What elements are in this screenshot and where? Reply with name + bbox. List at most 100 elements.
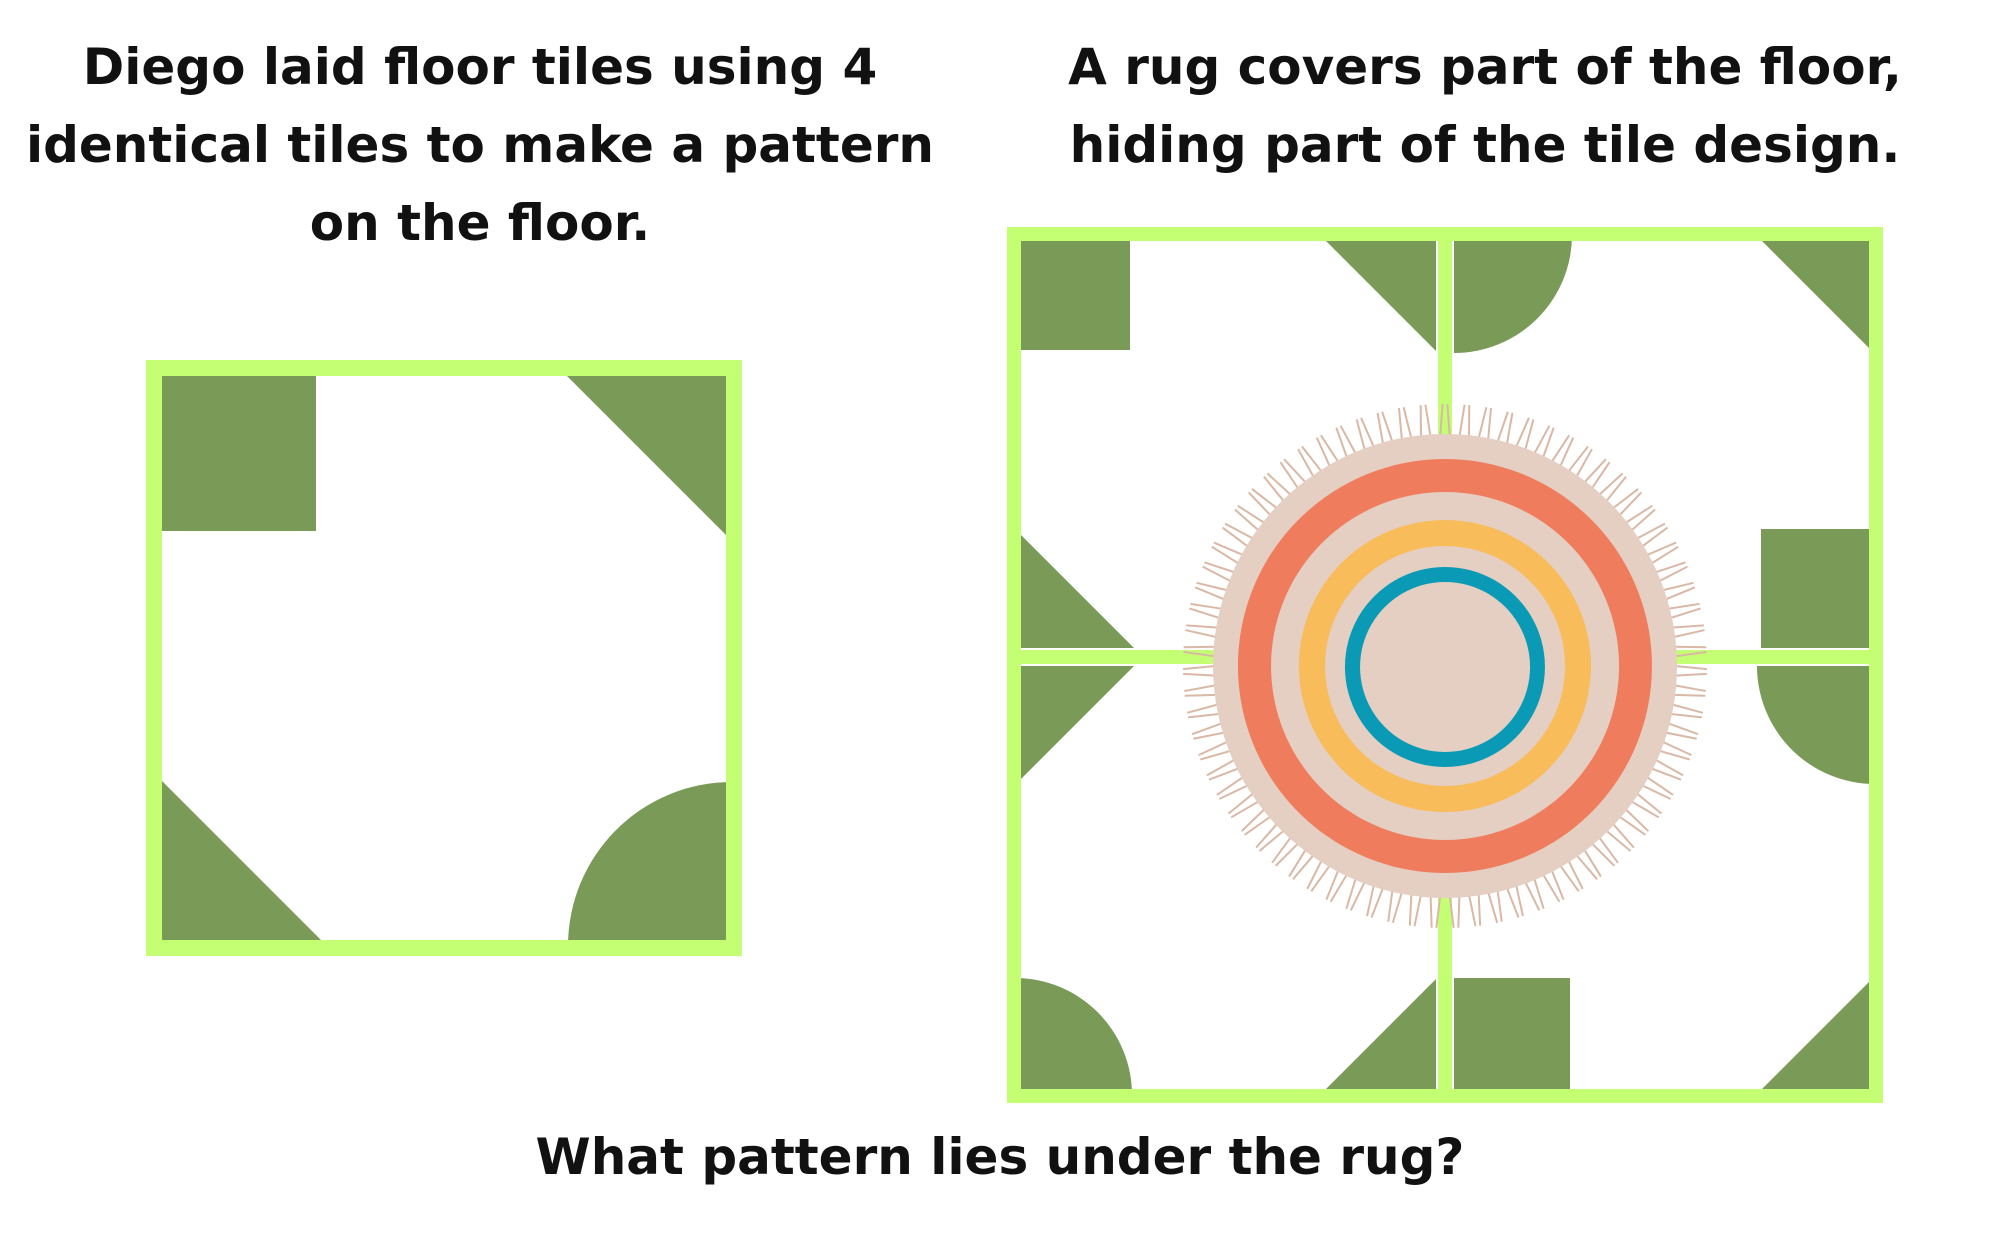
rug-fringe-strand	[1641, 784, 1672, 800]
rug-fringe-strand	[1671, 624, 1704, 629]
rug-fringe-strand	[1391, 891, 1403, 924]
rug-fringe-strand	[1402, 407, 1413, 439]
rug-fringe-strand	[1674, 650, 1707, 658]
rug-fringe	[1182, 403, 1708, 928]
rug-fringe-strand	[1320, 434, 1340, 463]
rug-fringe-strand	[1248, 491, 1272, 517]
rug-fringe-strand	[1266, 472, 1292, 496]
floor-figure	[1006, 226, 1884, 1104]
rug-fringe-strand	[1301, 445, 1323, 473]
rug-fringe-strand	[1182, 665, 1216, 671]
tile-br-triangle	[1756, 976, 1875, 1095]
rug-fringe-strand	[1542, 873, 1561, 903]
rug-fringe-strand	[1199, 749, 1232, 761]
tile-br-half-disc	[1757, 666, 1875, 784]
rug-fringe-strand	[1641, 526, 1669, 548]
rug-fringe-strand	[1366, 884, 1375, 917]
rug-fringe-strand	[1184, 684, 1216, 693]
tile-br-square	[1454, 978, 1570, 1095]
rug-fringe-strand	[1240, 808, 1266, 832]
rug-fringe-strand	[1251, 488, 1278, 510]
rug-fringe-strand	[1224, 522, 1254, 540]
rug-fringe-strand	[1654, 561, 1686, 574]
rug-fringe-strand	[1381, 411, 1394, 443]
rug-fringe-strand	[1559, 864, 1580, 892]
rug-fringe-strand	[1477, 893, 1482, 926]
rug-fringe-strand	[1213, 541, 1244, 557]
right-caption: A rug covers part of the floor, hiding p…	[1068, 38, 1902, 174]
rug-fringe-strand	[1661, 581, 1694, 592]
rug-fringe-strand	[1487, 891, 1499, 924]
rug-fringe-strand	[1636, 522, 1666, 540]
rug-fringe-strand	[1635, 792, 1663, 815]
rug-fringe-strand	[1630, 800, 1660, 819]
rug-fringe-strand	[1664, 586, 1696, 601]
rug-fringe-strand	[1590, 461, 1611, 490]
rug-fringe-strand	[1283, 458, 1307, 484]
rug-fringe-strand	[1667, 602, 1700, 610]
rug-fringe-strand	[1575, 448, 1593, 478]
rug-fringe-strand	[1458, 404, 1466, 437]
rug-fringe-strand	[1315, 437, 1331, 468]
rug-fringe-strand	[1376, 412, 1385, 445]
tile-tr-half-disc	[1454, 235, 1572, 353]
rug-fringe-strand	[1515, 884, 1524, 917]
rug-fringe-strand	[1505, 412, 1514, 445]
tile-shapes	[154, 368, 732, 946]
rug-fringe-strand	[1671, 703, 1704, 714]
rug-fringe-strand	[1234, 508, 1260, 532]
rug-fringe-strand	[1611, 822, 1635, 849]
tile-bl-triangle-bottom	[1320, 979, 1436, 1095]
tile-tl-triangle-top	[1320, 235, 1436, 351]
rug-fringe-strand	[1605, 475, 1627, 503]
rug-fringe-strand	[1263, 475, 1285, 503]
rug-fringe-strand	[1674, 684, 1706, 693]
rug-fringe-strand	[1237, 504, 1266, 524]
rug-fringe-strand	[1297, 448, 1315, 478]
rug-fringe-strand	[1187, 712, 1221, 719]
rug-fringe-strand	[1550, 869, 1565, 900]
rug-fringe-strand	[1612, 488, 1639, 510]
rug-fringe-strand	[1191, 722, 1223, 736]
rug-fringe-strand	[1567, 445, 1589, 473]
rug-fringe-strand	[1288, 848, 1307, 878]
rug-fringe-strand	[1279, 461, 1300, 490]
rug-fringe-strand	[1667, 722, 1699, 736]
tile-tr-triangle	[1756, 235, 1875, 354]
rug-fringe-strand	[1345, 877, 1357, 910]
tile-bl-triangle	[1015, 666, 1134, 785]
rug-fringe-strand	[1664, 731, 1697, 740]
rug-fringe-strand	[1583, 848, 1602, 878]
bottom-right-quarter-circle	[568, 782, 732, 946]
rug-fringe-strand	[1339, 425, 1357, 455]
rug-fringe-strand	[1448, 895, 1455, 928]
rug-fringe-strand	[1533, 425, 1551, 455]
rug-fringe-strand	[1598, 472, 1624, 496]
rug-fringe-strand	[1505, 887, 1520, 918]
rug-fringe-strand	[1541, 427, 1555, 459]
rug-fringe-strand	[1477, 407, 1488, 439]
rug-fringe-strand	[1208, 767, 1240, 781]
rug-fringe-strand	[1193, 731, 1226, 740]
rug-fringe-strand	[1533, 877, 1545, 910]
bottom-left-triangle	[154, 773, 327, 946]
rug-fringe-strand	[1598, 836, 1619, 864]
rug-fringe-strand	[1194, 586, 1226, 601]
rug-fringe-strand	[1624, 504, 1653, 524]
rug-fringe-strand	[1424, 404, 1432, 437]
single-tile-figure	[146, 360, 742, 956]
rug-fringe-strand	[1310, 864, 1331, 892]
rug-base	[1213, 434, 1677, 898]
rug-fringe-strand	[1575, 854, 1598, 880]
rug-fringe-strand	[1258, 829, 1285, 852]
rug-fringe-strand	[1618, 815, 1646, 836]
rug-fringe-strand	[1550, 434, 1570, 463]
rug-fringe-strand	[1274, 842, 1300, 867]
rug-fringe-strand	[1221, 526, 1249, 548]
rug-fringe-strand	[1227, 792, 1255, 815]
rug	[1182, 403, 1708, 928]
rug-fringe-strand	[1387, 889, 1394, 922]
rug-fringe-strand	[1183, 672, 1216, 677]
rug-fringe-strand	[1661, 740, 1692, 757]
rug-fringe-strand	[1605, 829, 1632, 852]
